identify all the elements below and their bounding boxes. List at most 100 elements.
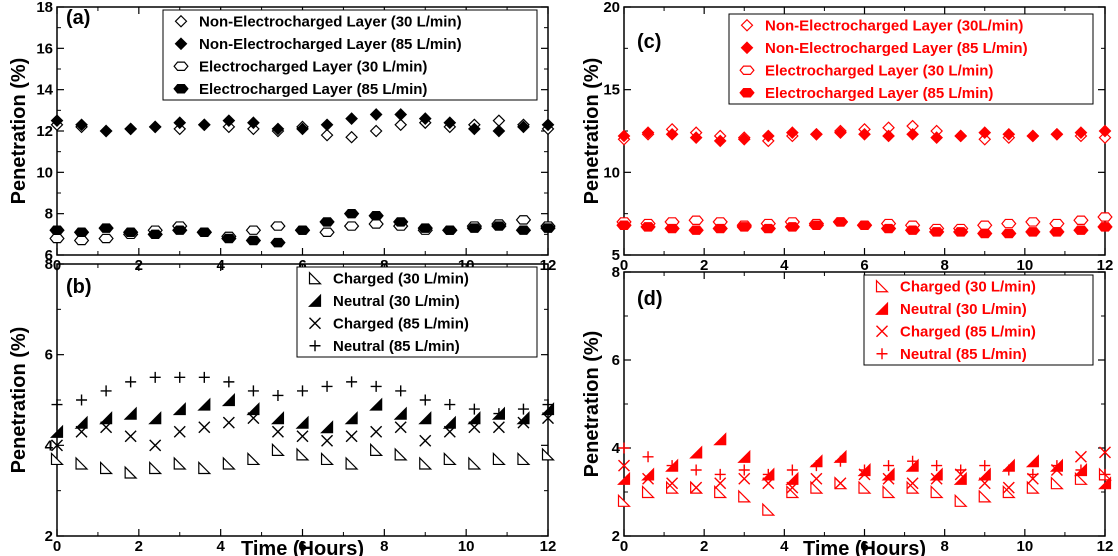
legend-label: Non-Electrocharged Layer (30L/min) bbox=[765, 17, 1023, 34]
x-tick-label: 2 bbox=[700, 257, 708, 274]
data-point bbox=[930, 485, 944, 499]
panel-label: (d) bbox=[637, 288, 663, 310]
data-point bbox=[345, 130, 358, 144]
data-point bbox=[1025, 217, 1041, 227]
data-point bbox=[222, 416, 235, 429]
data-point bbox=[737, 132, 751, 146]
data-point bbox=[907, 455, 919, 467]
data-point bbox=[271, 411, 285, 425]
legend-label: Non-Electrocharged Layer (85 L/min) bbox=[199, 36, 462, 53]
data-point bbox=[1049, 227, 1065, 237]
legend-label: Electrocharged Layer (30 L/min) bbox=[765, 62, 993, 79]
y-tick-label: 12 bbox=[36, 123, 53, 140]
data-point bbox=[198, 461, 212, 475]
data-point bbox=[882, 129, 895, 143]
data-point bbox=[785, 471, 799, 485]
data-point bbox=[221, 233, 237, 244]
data-point bbox=[930, 131, 943, 144]
legend-label: Neutral (85 L/min) bbox=[333, 338, 460, 355]
data-point bbox=[492, 114, 506, 128]
data-point bbox=[616, 220, 632, 230]
x-tick-label: 6 bbox=[298, 538, 306, 555]
data-point bbox=[271, 442, 285, 456]
data-point bbox=[247, 385, 259, 397]
y-tick-label: 16 bbox=[36, 40, 53, 57]
data-point bbox=[418, 112, 432, 125]
data-point bbox=[1049, 218, 1065, 229]
data-point bbox=[270, 237, 286, 248]
data-point bbox=[149, 371, 161, 383]
data-point bbox=[666, 477, 679, 490]
data-point bbox=[858, 480, 872, 494]
data-point bbox=[515, 215, 532, 225]
legend-label: Non-Electrocharged Layer (85 L/min) bbox=[765, 40, 1028, 57]
data-point bbox=[368, 211, 384, 221]
data-point bbox=[245, 235, 262, 246]
legend-label: Neutral (30 L/min) bbox=[900, 301, 1027, 318]
data-point bbox=[928, 227, 945, 237]
data-point bbox=[493, 408, 505, 420]
x-tick-label: 6 bbox=[860, 538, 868, 555]
data-point bbox=[321, 434, 334, 447]
data-point bbox=[1002, 481, 1015, 494]
data-point bbox=[1098, 124, 1112, 138]
data-point bbox=[1098, 131, 1112, 144]
data-point bbox=[122, 227, 139, 237]
data-point bbox=[1025, 227, 1041, 237]
data-point bbox=[271, 425, 284, 438]
data-point bbox=[517, 120, 530, 134]
data-point bbox=[345, 456, 359, 470]
y-tick-label: 20 bbox=[603, 0, 620, 16]
data-point bbox=[786, 126, 799, 140]
data-point bbox=[124, 122, 137, 136]
data-point bbox=[174, 371, 186, 383]
panel-label: (c) bbox=[637, 31, 661, 53]
data-point bbox=[517, 451, 531, 466]
y-tick-label: 8 bbox=[45, 206, 53, 223]
data-point bbox=[197, 397, 211, 411]
data-point bbox=[394, 447, 408, 461]
y-tick-label: 6 bbox=[45, 247, 53, 264]
legend-marker bbox=[739, 65, 755, 75]
legend-marker bbox=[308, 293, 322, 307]
legend: Non-Electrocharged Layer (30L/min) Non-El… bbox=[728, 13, 1094, 105]
series-2 bbox=[618, 446, 1111, 494]
data-point bbox=[832, 217, 849, 227]
data-point bbox=[690, 464, 702, 476]
data-point bbox=[810, 480, 824, 494]
x-tick-label: 10 bbox=[1016, 257, 1033, 274]
legend: Non-Electrocharged Layer (30 L/min) Non-E… bbox=[162, 9, 538, 101]
data-point bbox=[954, 493, 968, 507]
data-point bbox=[320, 451, 334, 466]
data-point bbox=[641, 485, 655, 499]
data-point bbox=[713, 432, 727, 446]
data-point bbox=[761, 129, 775, 143]
data-point bbox=[810, 460, 822, 472]
data-point bbox=[149, 439, 162, 452]
data-point bbox=[295, 415, 309, 429]
y-tick-label: 6 bbox=[45, 347, 53, 364]
data-point bbox=[394, 118, 408, 132]
data-point bbox=[880, 223, 897, 234]
legend-box bbox=[863, 274, 1094, 366]
legend: Charged (30 L/min) Neutral (30 L/min) Char… bbox=[863, 274, 1094, 366]
data-point bbox=[443, 116, 457, 130]
data-point bbox=[689, 131, 703, 144]
y-tick-label: 10 bbox=[36, 164, 53, 181]
data-point bbox=[320, 420, 334, 434]
x-tick-label: 2 bbox=[700, 538, 708, 555]
data-point bbox=[977, 220, 993, 230]
x-tick-label: 8 bbox=[940, 538, 948, 555]
data-point bbox=[419, 456, 433, 470]
data-point bbox=[1097, 222, 1113, 232]
data-point bbox=[173, 116, 187, 130]
data-point bbox=[492, 421, 505, 434]
data-point bbox=[125, 376, 137, 388]
data-point bbox=[343, 221, 360, 231]
data-point bbox=[419, 394, 431, 406]
data-point bbox=[222, 456, 236, 470]
data-point bbox=[173, 425, 186, 438]
data-point bbox=[344, 411, 358, 425]
data-point bbox=[50, 451, 64, 466]
